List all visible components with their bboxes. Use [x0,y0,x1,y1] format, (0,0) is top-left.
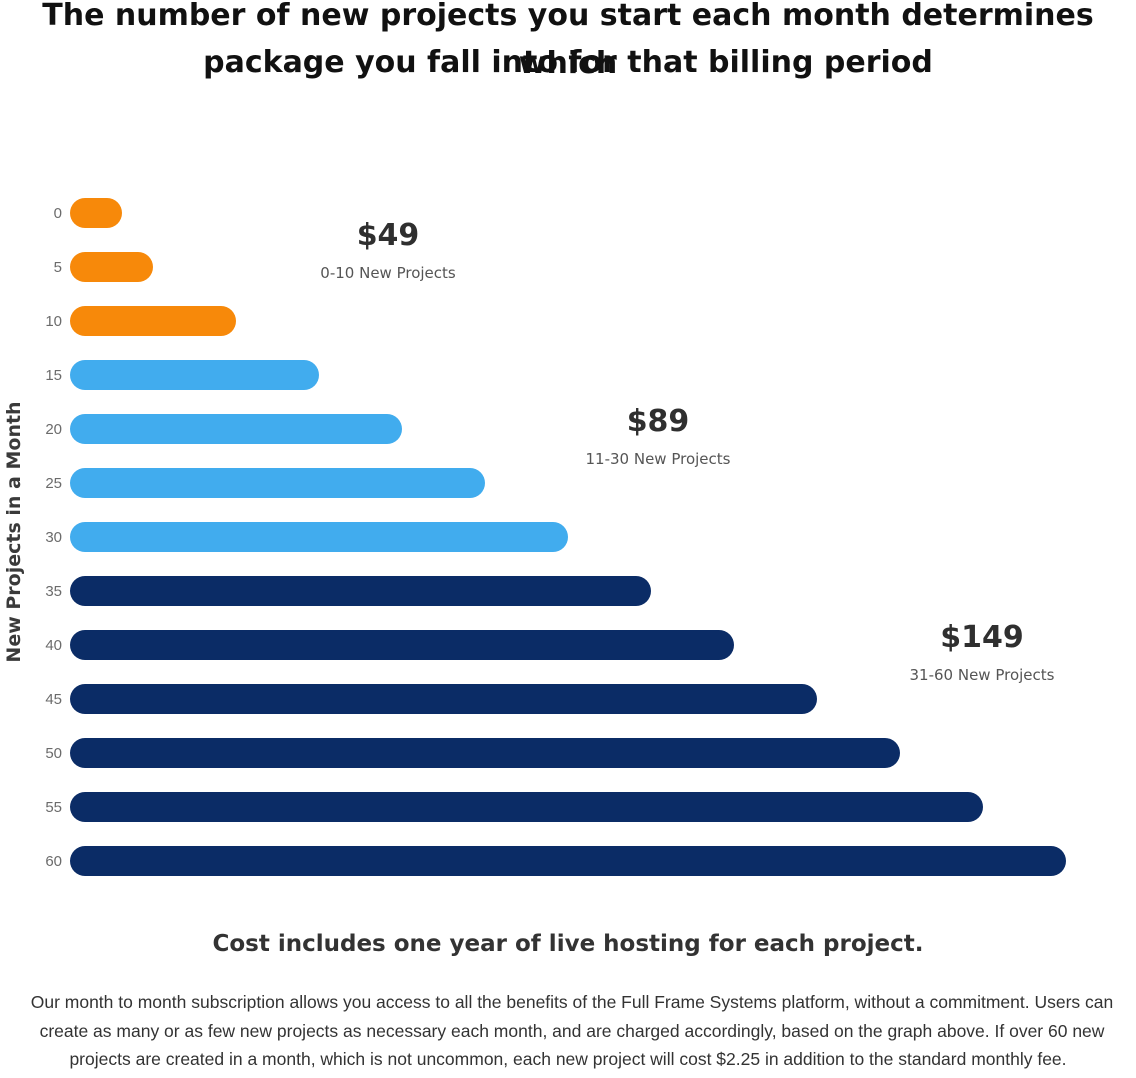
bar-60 [70,846,1066,876]
bar-15 [70,360,319,390]
bars-layer [70,198,1066,876]
projects-pricing-chart: 0 5 10 15 20 25 30 35 40 45 50 55 60 New Projects in… [3,198,1066,876]
bar-50 [70,738,900,768]
y-tick-label: 60 [45,853,62,870]
description-line-3: projects are created in a month, which i… [69,1049,1067,1069]
y-tick-label: 35 [45,583,62,600]
y-tick-label: 10 [45,313,62,330]
bar-20 [70,414,402,444]
bar-45 [70,684,817,714]
y-tick-label: 15 [45,367,62,384]
tier-labels: $49 0-10 New Projects $89 11-30 New Project… [320,218,1054,684]
hosting-note: Cost includes one year of live hosting f… [212,931,924,957]
y-tick-label: 0 [54,205,62,222]
tier-range: 31-60 New Projects [910,666,1055,684]
bar-35 [70,576,651,606]
tier-range: 0-10 New Projects [320,264,456,282]
y-tick-label: 50 [45,745,62,762]
tier-price: $149 [940,620,1024,655]
y-tick-label: 55 [45,799,62,816]
tier-price: $89 [627,404,690,439]
y-tick-label: 40 [45,637,62,654]
headline-line-2: package you fall into for that billing p… [203,45,933,80]
y-axis-ticks: 0 5 10 15 20 25 30 35 40 45 50 55 60 [45,205,62,870]
description-line-1: Our month to month subscription allows y… [30,992,1114,1012]
description-line-2: create as many or as few new projects as… [39,1021,1105,1041]
y-axis-title: New Projects in a Month [3,401,25,662]
y-tick-label: 45 [45,691,62,708]
headline-line-1: The number of new projects you start eac… [42,0,1094,81]
bar-25 [70,468,485,498]
y-tick-label: 30 [45,529,62,546]
bar-40 [70,630,734,660]
bar-10 [70,306,236,336]
bar-30 [70,522,568,552]
bar-55 [70,792,983,822]
tier-price: $49 [357,218,420,253]
bar-5 [70,252,153,282]
y-tick-label: 20 [45,421,62,438]
bar-0 [70,198,122,228]
y-tick-label: 25 [45,475,62,492]
tier-range: 11-30 New Projects [586,450,731,468]
y-tick-label: 5 [54,259,62,276]
